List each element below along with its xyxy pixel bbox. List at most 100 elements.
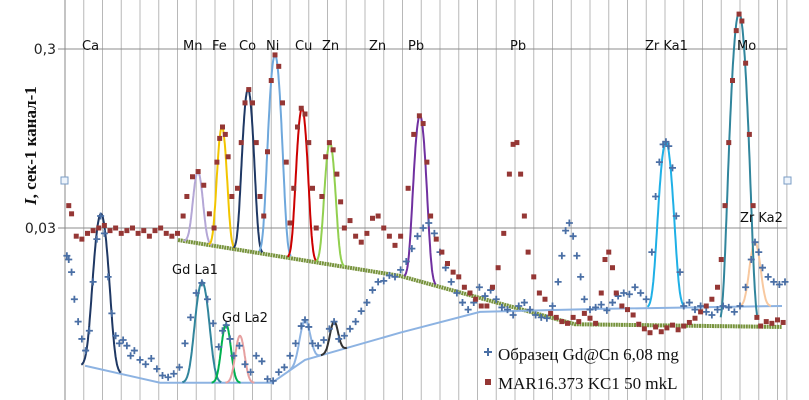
data-point-sample — [325, 325, 333, 333]
data-point-mar — [484, 303, 490, 309]
fit-curve-pb — [403, 113, 437, 286]
data-point-mar — [686, 319, 692, 325]
data-point-sample — [330, 318, 338, 326]
data-point-sample — [504, 306, 511, 314]
data-point-sample — [562, 227, 570, 235]
data-point-sample — [520, 299, 528, 307]
data-point-mar — [467, 290, 473, 296]
data-point-mar — [268, 78, 274, 84]
data-point-mar — [310, 185, 315, 191]
mar-background-line — [177, 238, 783, 329]
data-point-mar — [341, 225, 347, 231]
selection-handle-right[interactable] — [783, 176, 792, 185]
data-point-mar — [291, 185, 297, 191]
peak-label-mn: Mn — [183, 39, 202, 54]
data-point-mar — [364, 230, 370, 236]
data-point-sample — [235, 342, 243, 350]
peak-label-gd-la1: Gd La1 — [172, 263, 218, 278]
data-point-mar — [473, 296, 479, 302]
data-point-mar — [542, 296, 548, 302]
data-point-mar — [206, 211, 212, 217]
data-point-mar — [238, 140, 244, 146]
data-point-sample — [63, 252, 71, 260]
data-point-mar — [375, 213, 381, 219]
data-point-sample — [357, 307, 365, 315]
data-point-sample — [414, 232, 421, 240]
data-point-mar — [302, 111, 308, 117]
data-point-mar — [521, 213, 527, 219]
data-point-mar — [506, 171, 512, 177]
data-point-sample — [258, 357, 266, 365]
data-point-sample — [730, 308, 738, 316]
data-point-sample — [676, 268, 684, 276]
data-point-sample — [74, 318, 82, 326]
data-point-sample — [781, 278, 789, 286]
data-point-mar — [763, 319, 769, 325]
selection-handle-left[interactable] — [60, 176, 69, 185]
data-point-mar — [190, 174, 195, 180]
data-point-mar — [246, 87, 252, 93]
data-point-sample — [408, 245, 416, 253]
data-point-mar — [386, 233, 392, 239]
data-point-sample — [669, 164, 676, 172]
fit-curve-zr-ka1 — [646, 140, 685, 308]
data-point-mar — [175, 230, 180, 236]
data-point-mar — [722, 203, 728, 209]
data-point-sample — [335, 335, 343, 343]
data-point-mar — [433, 236, 439, 242]
data-point-sample — [115, 339, 123, 347]
data-point-sample — [292, 339, 300, 347]
data-point-sample — [130, 347, 138, 355]
data-point-sample — [230, 352, 238, 360]
data-point-mar — [746, 131, 752, 137]
data-point-mar — [152, 228, 158, 234]
legend-marker-sample — [484, 348, 492, 356]
data-point-mar — [733, 28, 739, 34]
data-point-sample — [340, 332, 348, 340]
data-point-mar — [456, 274, 462, 280]
background-lines — [84, 238, 783, 384]
data-point-sample — [691, 306, 699, 314]
data-point-sample — [577, 273, 585, 281]
data-point-mar — [681, 323, 687, 329]
data-point-sample — [305, 323, 313, 331]
peak-annotations: Ca Mn Fe Co Ni Cu Zn Zn Pb Pb Zr Ka1 Mo Zr Ka2 Gd La1… — [82, 39, 783, 326]
data-point-mar — [593, 320, 599, 326]
data-point-sample — [187, 313, 195, 321]
data-point-sample — [219, 327, 226, 335]
data-point-mar — [780, 319, 786, 325]
data-point-sample — [747, 256, 755, 264]
data-point-sample — [369, 286, 376, 294]
data-point-mar — [613, 290, 619, 296]
data-point-mar — [754, 314, 760, 320]
data-point-sample — [770, 278, 778, 286]
data-point-mar — [514, 140, 520, 146]
data-point-sample — [515, 302, 523, 310]
data-point-sample — [543, 314, 551, 322]
y-axis-title-units: , сек-1 канал-1 — [21, 86, 40, 198]
data-point-mar — [113, 225, 119, 231]
y-axis: 0,3 0,03 I, сек-1 канал-1 — [21, 0, 66, 400]
data-point-mar — [261, 213, 267, 219]
data-point-sample — [642, 295, 650, 303]
data-point-sample — [198, 279, 206, 287]
data-point-mar — [124, 228, 130, 234]
data-point-mar — [739, 18, 745, 24]
data-point-sample — [425, 219, 433, 227]
data-point-sample — [755, 248, 763, 256]
data-point-mar — [518, 171, 524, 177]
data-point-mar — [750, 203, 756, 209]
data-point-mar — [222, 131, 228, 137]
data-point-mar — [242, 100, 248, 106]
data-point-mar — [195, 169, 201, 175]
peak-label-gd-la2: Gd La2 — [222, 311, 268, 326]
data-point-mar — [490, 284, 495, 290]
data-point-sample — [397, 266, 405, 274]
data-point-sample — [164, 373, 172, 381]
data-point-sample — [85, 327, 93, 335]
peak-label-cu: Cu — [295, 39, 312, 54]
data-point-mar — [726, 140, 732, 146]
data-point-mar — [370, 215, 375, 221]
data-point-sample — [127, 352, 135, 360]
